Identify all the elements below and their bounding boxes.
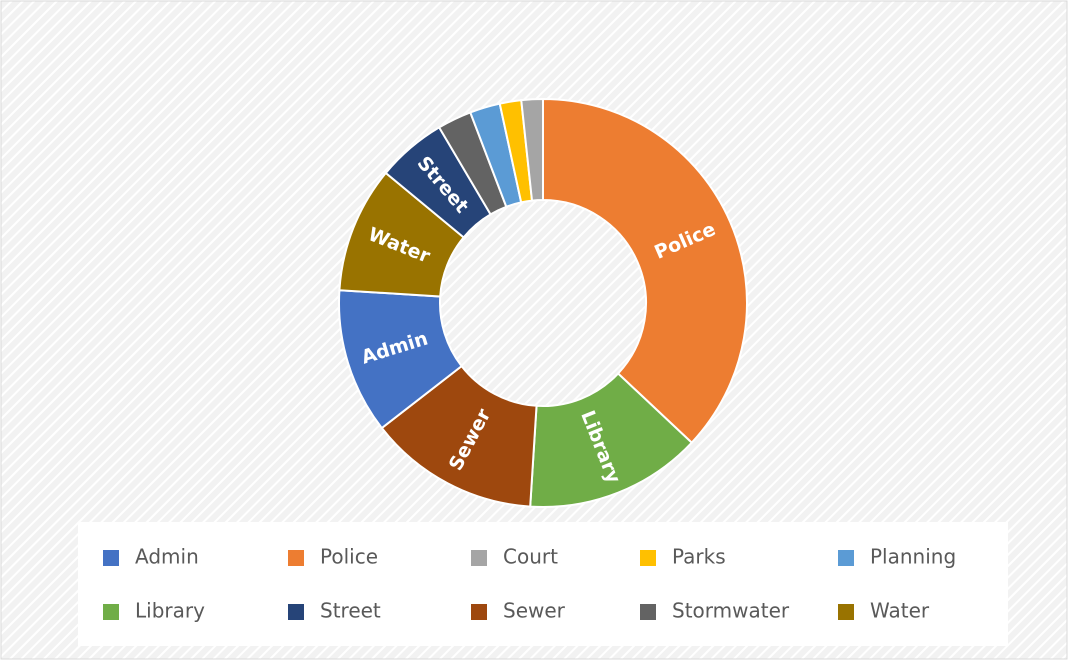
legend-swatch bbox=[471, 550, 487, 566]
legend: Admin Police Court Parks Planning Library Stre… bbox=[103, 545, 956, 623]
legend-swatch bbox=[288, 604, 304, 620]
legend-swatch bbox=[838, 604, 854, 620]
legend-label: Water bbox=[870, 599, 930, 623]
legend-box bbox=[78, 522, 1008, 646]
legend-label: Sewer bbox=[503, 599, 566, 623]
legend-label: Admin bbox=[135, 545, 199, 569]
legend-swatch bbox=[640, 604, 656, 620]
legend-label: Planning bbox=[870, 545, 956, 569]
legend-label: Stormwater bbox=[672, 599, 790, 623]
legend-label: Parks bbox=[672, 545, 726, 569]
slice bbox=[542, 97, 749, 445]
legend-swatch bbox=[103, 604, 119, 620]
legend-label: Court bbox=[503, 545, 558, 569]
legend-swatch bbox=[838, 550, 854, 566]
legend-swatch bbox=[103, 550, 119, 566]
slice bbox=[529, 372, 694, 508]
legend-swatch bbox=[640, 550, 656, 566]
legend-swatch bbox=[471, 604, 487, 620]
legend-label: Library bbox=[135, 599, 205, 623]
slice bbox=[520, 97, 544, 202]
legend-label: Police bbox=[320, 545, 378, 569]
legend-swatch bbox=[288, 550, 304, 566]
legend-label: Street bbox=[320, 599, 381, 623]
